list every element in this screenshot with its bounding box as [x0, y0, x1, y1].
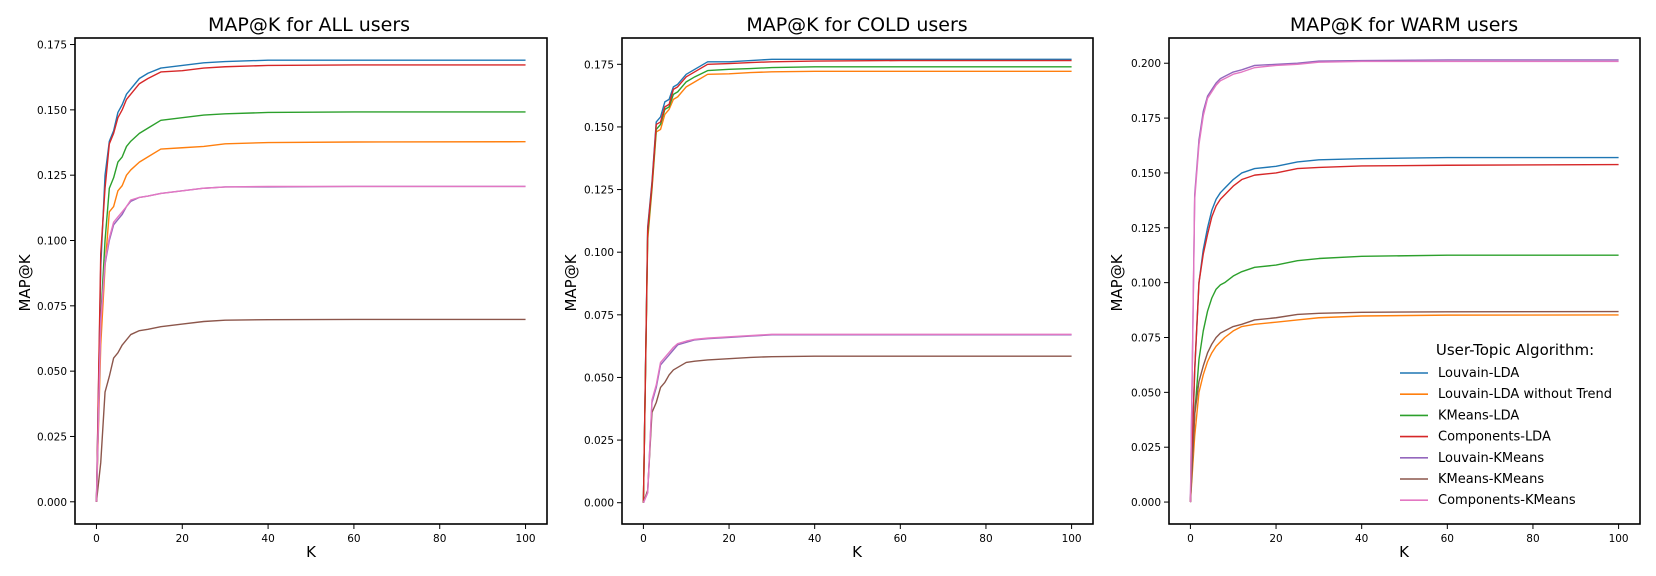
y-tick-label: 0.025 — [37, 431, 67, 443]
y-tick-label: 0.200 — [1131, 58, 1161, 70]
series-line-components-lda — [642, 59, 1072, 503]
x-tick-label: 100 — [1062, 533, 1082, 545]
plot-frame — [74, 37, 548, 525]
legend-entry: Louvain-LDA without Trend — [1438, 387, 1612, 402]
legend: User-Topic Algorithm: Louvain-LDA Louvain-… — [1400, 341, 1612, 508]
series-line-louvain-lda-without-trend — [642, 70, 1072, 503]
y-tick-label: 0.025 — [584, 435, 614, 447]
legend-title: User-Topic Algorithm: — [1436, 341, 1594, 359]
x-axis-label: K — [852, 543, 863, 561]
series-line-louvain-lda — [642, 58, 1072, 503]
x-tick-label: 20 — [176, 533, 189, 545]
series-line-kmeans-kmeans — [1189, 310, 1619, 503]
y-tick-label: 0.100 — [1131, 278, 1161, 290]
series-line-louvain-lda — [95, 59, 526, 502]
x-axis-label: K — [306, 543, 317, 561]
y-tick-label: 0.125 — [584, 185, 614, 197]
series-line-components-lda — [1189, 163, 1619, 503]
y-axis-label: MAP@K — [16, 253, 34, 311]
y-tick-label: 0.000 — [37, 497, 67, 509]
y-tick-label: 0.100 — [37, 236, 67, 248]
x-axis-label: K — [1399, 543, 1410, 561]
chart-title: MAP@K for COLD users — [746, 14, 967, 36]
x-tick-label: 40 — [808, 533, 821, 545]
legend-entry: Components-LDA — [1438, 430, 1551, 445]
series-line-components-kmeans — [95, 185, 526, 502]
series-line-kmeans-lda — [1189, 254, 1619, 503]
y-tick-label: 0.175 — [37, 40, 67, 52]
chart-panel-warm-users: MAP@K for WARM users K MAP@K 0 20 40 60 80 10… — [1108, 14, 1641, 561]
x-tick-label: 20 — [1269, 533, 1282, 545]
chart-title: MAP@K for WARM users — [1290, 14, 1518, 36]
x-tick-label: 80 — [433, 533, 446, 545]
x-tick-label: 0 — [1187, 533, 1194, 545]
y-tick-label: 0.050 — [1131, 387, 1161, 399]
y-tick-label: 0.150 — [584, 122, 614, 134]
series-line-louvain-lda — [1189, 156, 1619, 503]
series-line-louvain-lda-without-trend — [95, 141, 526, 502]
legend-entry: Louvain-KMeans — [1438, 451, 1544, 466]
plot-frame — [621, 37, 1094, 525]
x-tick-label: 40 — [1355, 533, 1368, 545]
x-tick-label: 60 — [347, 533, 360, 545]
legend-entry: KMeans-LDA — [1438, 408, 1519, 423]
chart-panel-all-users: MAP@K for ALL users K MAP@K 0 20 40 60 80 100… — [16, 14, 548, 561]
y-axis-label: MAP@K — [1108, 253, 1126, 311]
plot-frame — [1168, 37, 1641, 525]
chart-title: MAP@K for ALL users — [208, 14, 410, 36]
x-tick-label: 0 — [93, 533, 100, 545]
legend-entry: Components-KMeans — [1438, 493, 1576, 508]
x-tick-label: 0 — [640, 533, 647, 545]
y-tick-label: 0.125 — [1131, 223, 1161, 235]
series-line-kmeans-lda — [95, 111, 526, 502]
x-tick-label: 60 — [894, 533, 907, 545]
chart-panel-cold-users: MAP@K for COLD users K MAP@K 0 20 40 60 80 10… — [562, 14, 1094, 561]
y-tick-label: 0.175 — [584, 59, 614, 71]
y-tick-label: 0.050 — [37, 366, 67, 378]
y-tick-label: 0.175 — [1131, 113, 1161, 125]
series-line-louvain-lda-without-trend — [1189, 314, 1619, 503]
series-line-components-kmeans — [642, 333, 1072, 503]
y-tick-label: 0.125 — [37, 170, 67, 182]
y-tick-label: 0.075 — [1131, 332, 1161, 344]
y-tick-label: 0.000 — [584, 498, 614, 510]
series-line-components-kmeans — [1189, 60, 1619, 503]
y-tick-label: 0.075 — [584, 310, 614, 322]
x-tick-label: 40 — [261, 533, 274, 545]
y-tick-label: 0.000 — [1131, 497, 1161, 509]
x-tick-label: 20 — [722, 533, 735, 545]
series-line-louvain-kmeans — [95, 185, 526, 502]
x-tick-label: 100 — [516, 533, 536, 545]
y-tick-label: 0.050 — [584, 372, 614, 384]
y-tick-label: 0.100 — [584, 247, 614, 259]
legend-entry: Louvain-LDA — [1438, 366, 1519, 381]
x-tick-label: 80 — [979, 533, 992, 545]
series-line-kmeans-kmeans — [642, 355, 1072, 503]
series-line-components-lda — [95, 64, 526, 502]
series-line-louvain-kmeans — [1189, 59, 1619, 503]
y-tick-label: 0.150 — [37, 105, 67, 117]
y-tick-label: 0.075 — [37, 301, 67, 313]
series-line-kmeans-kmeans — [95, 318, 526, 502]
x-tick-label: 60 — [1441, 533, 1454, 545]
y-axis-label: MAP@K — [562, 253, 580, 311]
x-tick-label: 80 — [1526, 533, 1539, 545]
y-tick-label: 0.025 — [1131, 442, 1161, 454]
series-line-kmeans-lda — [642, 66, 1072, 503]
x-tick-label: 100 — [1609, 533, 1629, 545]
legend-entry: KMeans-KMeans — [1438, 472, 1544, 487]
y-tick-label: 0.150 — [1131, 168, 1161, 180]
